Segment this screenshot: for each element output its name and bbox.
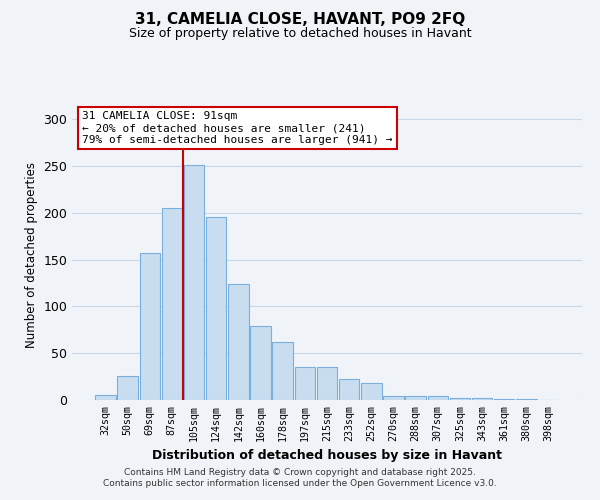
Bar: [206, 216, 226, 400]
Text: Contains HM Land Registry data © Crown copyright and database right 2025.
Contai: Contains HM Land Registry data © Crown c…: [103, 468, 497, 487]
Text: 31 CAMELIA CLOSE: 91sqm
← 20% of detached houses are smaller (241)
79% of semi-d: 31 CAMELIA CLOSE: 91sqm ← 20% of detache…: [82, 112, 392, 144]
Text: Size of property relative to detached houses in Havant: Size of property relative to detached ho…: [128, 28, 472, 40]
Bar: [118, 376, 138, 400]
Bar: [295, 368, 315, 400]
Bar: [472, 398, 493, 400]
Bar: [184, 165, 204, 400]
Bar: [228, 284, 248, 400]
Bar: [161, 208, 182, 400]
Bar: [383, 396, 404, 400]
Bar: [250, 326, 271, 400]
Bar: [494, 399, 514, 400]
Bar: [361, 383, 382, 400]
Bar: [272, 342, 293, 400]
Y-axis label: Number of detached properties: Number of detached properties: [25, 162, 38, 348]
Bar: [317, 368, 337, 400]
Text: 31, CAMELIA CLOSE, HAVANT, PO9 2FQ: 31, CAMELIA CLOSE, HAVANT, PO9 2FQ: [135, 12, 465, 28]
X-axis label: Distribution of detached houses by size in Havant: Distribution of detached houses by size …: [152, 449, 502, 462]
Bar: [95, 396, 116, 400]
Bar: [428, 396, 448, 400]
Bar: [406, 396, 426, 400]
Bar: [339, 380, 359, 400]
Bar: [450, 398, 470, 400]
Bar: [140, 253, 160, 400]
Bar: [516, 399, 536, 400]
